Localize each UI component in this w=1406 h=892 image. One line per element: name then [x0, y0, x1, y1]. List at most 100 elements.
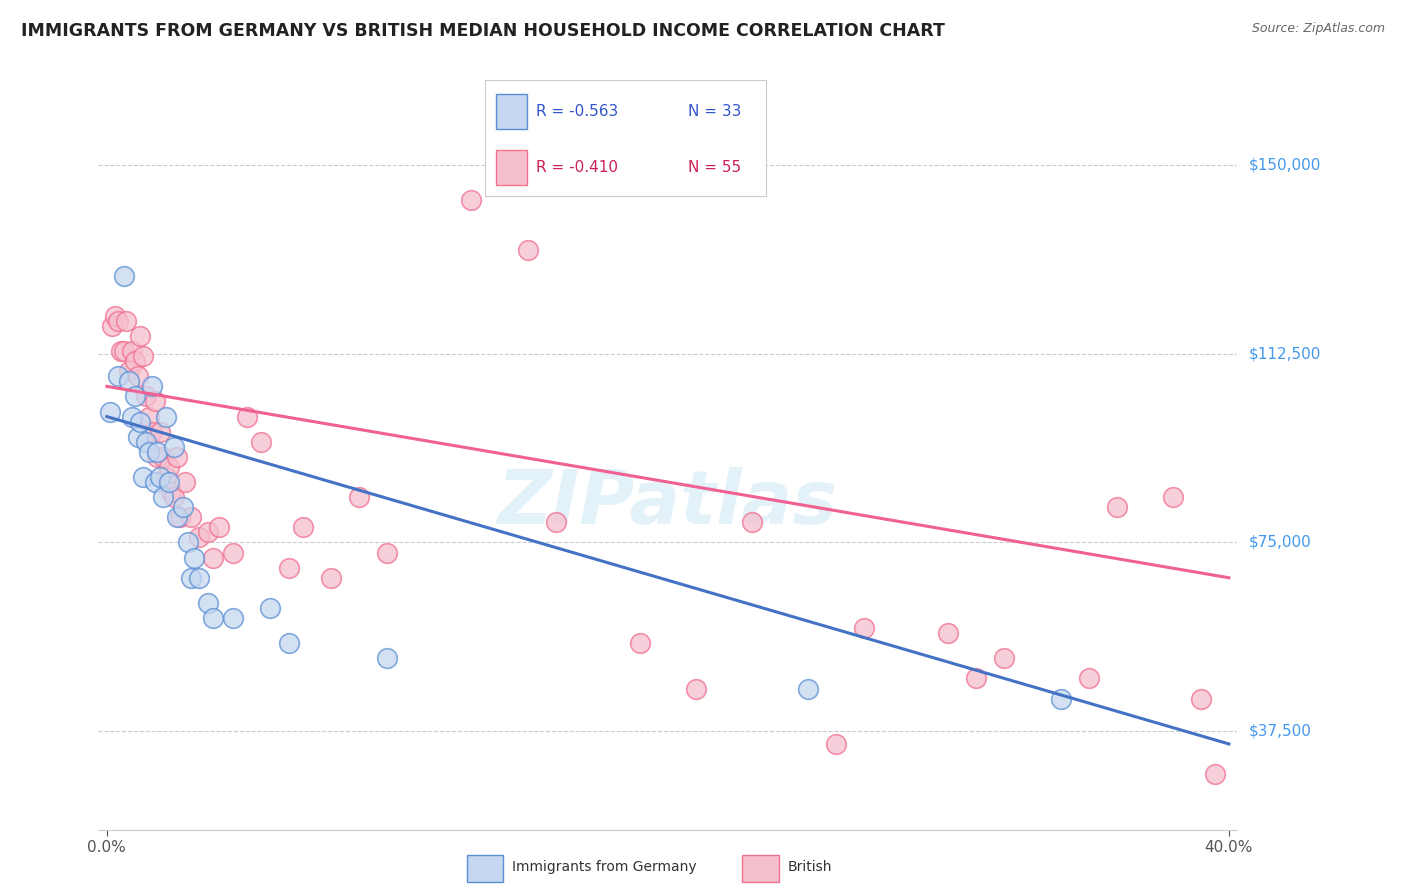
Text: N = 33: N = 33: [688, 104, 741, 120]
Point: [375, 651, 398, 665]
Point: [135, 389, 157, 403]
Point: [1189, 691, 1212, 706]
Point: [180, 571, 202, 585]
Point: [155, 470, 177, 484]
Point: [121, 409, 143, 424]
Point: [825, 737, 848, 751]
Point: [1049, 691, 1071, 706]
Point: [163, 440, 186, 454]
Point: [180, 510, 202, 524]
Point: [124, 389, 146, 403]
FancyBboxPatch shape: [496, 150, 527, 185]
Point: [250, 434, 273, 449]
Point: [202, 550, 225, 565]
Point: [101, 318, 124, 333]
Point: [104, 309, 127, 323]
Point: [197, 596, 219, 610]
Point: [188, 531, 211, 545]
Point: [853, 621, 876, 635]
Point: [628, 636, 651, 650]
Point: [107, 369, 129, 384]
Text: ZIPatlas: ZIPatlas: [498, 467, 838, 541]
Point: [138, 409, 160, 424]
Point: [143, 394, 166, 409]
Point: [188, 571, 211, 585]
Point: [375, 545, 398, 559]
Point: [127, 369, 149, 384]
Point: [112, 268, 135, 283]
Point: [129, 415, 152, 429]
Point: [222, 611, 245, 625]
Point: [183, 550, 205, 565]
Point: [160, 485, 183, 500]
Point: [115, 314, 138, 328]
FancyBboxPatch shape: [742, 855, 779, 881]
Point: [146, 450, 169, 464]
Point: [278, 560, 301, 574]
Point: [222, 545, 245, 559]
Point: [118, 374, 141, 388]
Point: [202, 611, 225, 625]
Point: [152, 490, 174, 504]
Point: [149, 470, 172, 484]
Point: [166, 450, 188, 464]
Point: [460, 193, 482, 207]
Point: [135, 434, 157, 449]
Text: $112,500: $112,500: [1249, 346, 1320, 361]
Point: [166, 510, 188, 524]
Point: [132, 349, 155, 363]
Point: [143, 475, 166, 489]
Point: [259, 601, 281, 615]
Text: R = -0.410: R = -0.410: [536, 160, 617, 175]
Text: $150,000: $150,000: [1249, 157, 1320, 172]
Point: [797, 681, 820, 696]
Text: British: British: [787, 861, 832, 874]
Point: [544, 516, 567, 530]
Point: [993, 651, 1015, 665]
Point: [1204, 767, 1226, 781]
Point: [174, 475, 197, 489]
Text: R = -0.563: R = -0.563: [536, 104, 617, 120]
Point: [965, 672, 987, 686]
Point: [278, 636, 301, 650]
Point: [349, 490, 371, 504]
Text: $75,000: $75,000: [1249, 535, 1312, 550]
Point: [157, 459, 180, 474]
Point: [98, 404, 121, 418]
Point: [107, 314, 129, 328]
Point: [197, 525, 219, 540]
FancyBboxPatch shape: [496, 95, 527, 129]
Text: Immigrants from Germany: Immigrants from Germany: [512, 861, 696, 874]
Point: [321, 571, 343, 585]
Point: [741, 516, 763, 530]
Point: [110, 344, 132, 359]
Point: [132, 470, 155, 484]
Point: [236, 409, 259, 424]
Point: [118, 364, 141, 378]
FancyBboxPatch shape: [467, 855, 503, 881]
Point: [112, 344, 135, 359]
Point: [1161, 490, 1184, 504]
Point: [172, 500, 194, 515]
Point: [516, 244, 538, 258]
Point: [141, 425, 163, 439]
Point: [685, 681, 707, 696]
Point: [127, 430, 149, 444]
Text: N = 55: N = 55: [688, 160, 741, 175]
Point: [124, 354, 146, 368]
Point: [1077, 672, 1099, 686]
Point: [938, 626, 960, 640]
Point: [149, 425, 172, 439]
Point: [129, 329, 152, 343]
Point: [169, 510, 191, 524]
Point: [163, 490, 186, 504]
Point: [208, 520, 231, 534]
Point: [152, 450, 174, 464]
Point: [157, 475, 180, 489]
Text: $37,500: $37,500: [1249, 723, 1312, 739]
Point: [177, 535, 200, 549]
Point: [146, 445, 169, 459]
Point: [292, 520, 315, 534]
Point: [1105, 500, 1128, 515]
Point: [138, 445, 160, 459]
